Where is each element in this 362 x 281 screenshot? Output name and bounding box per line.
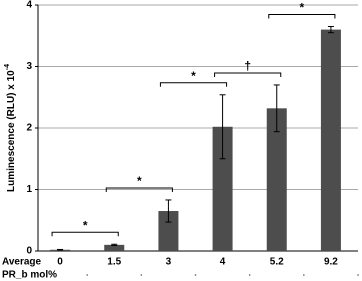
y-axis-title: Luminescence (RLU) x 10-4 (4, 64, 17, 192)
x-axis-title: Average (2, 257, 42, 268)
bar (212, 126, 233, 251)
x-tick-label: 5.2 (270, 257, 284, 268)
significance-bracket (214, 72, 282, 77)
x-tick-label: 0 (57, 257, 63, 268)
y-tick-label: 0 (26, 246, 32, 257)
significance-label: * (137, 174, 142, 188)
error-bar (57, 248, 64, 251)
x-dot (140, 274, 143, 276)
error-bar (273, 84, 280, 133)
significance-bracket (159, 82, 228, 87)
x-tick-label: 1.5 (107, 257, 121, 268)
x-dot (194, 274, 197, 276)
x-dot (357, 274, 359, 276)
x-axis-title: PR_b mol% (2, 270, 57, 281)
error-bar (219, 94, 226, 160)
y-tick-label: 2 (26, 123, 32, 134)
bar (158, 211, 179, 251)
significance-bracket (51, 231, 119, 237)
x-tick-label: 4 (220, 257, 226, 268)
y-axis-label: Luminescence (RLU) x 10 (6, 70, 17, 192)
significance-label: * (191, 69, 196, 83)
significance-label: † (244, 59, 251, 73)
significance-bracket (268, 14, 336, 19)
significance-bracket (105, 187, 173, 192)
y-tick-label: 3 (26, 61, 32, 72)
error-bar (111, 243, 118, 246)
bar (104, 244, 125, 251)
y-tick-label: 1 (26, 184, 32, 195)
x-tick-label: 3 (166, 257, 172, 268)
bar (320, 29, 341, 251)
significance-label: * (83, 218, 88, 232)
error-bar (165, 199, 172, 223)
x-dot (86, 274, 88, 276)
error-bar (327, 26, 334, 34)
bar (266, 108, 287, 251)
y-tick-label: 4 (26, 0, 32, 11)
y-axis-exponent: -4 (4, 64, 11, 70)
significance-label: * (299, 1, 304, 15)
x-dot (303, 274, 305, 276)
x-tick-label: 9.2 (324, 257, 338, 268)
x-dot (248, 274, 251, 276)
